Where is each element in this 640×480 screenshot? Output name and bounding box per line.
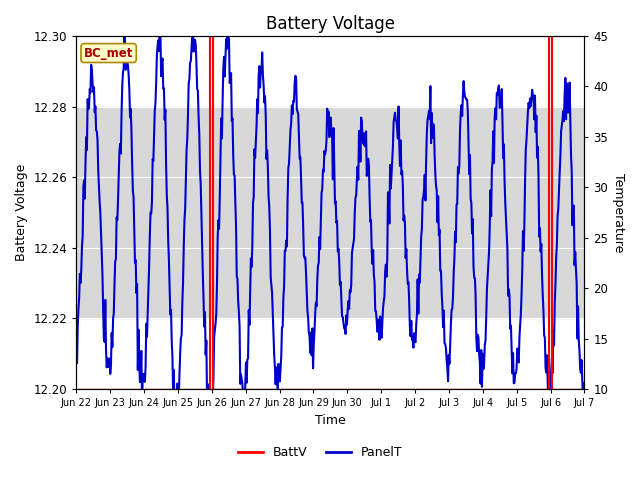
Text: BC_met: BC_met xyxy=(84,47,133,60)
X-axis label: Time: Time xyxy=(315,414,346,427)
Legend: BattV, PanelT: BattV, PanelT xyxy=(232,441,408,464)
Title: Battery Voltage: Battery Voltage xyxy=(266,15,395,33)
Bar xyxy=(76,107,584,318)
Y-axis label: Battery Voltage: Battery Voltage xyxy=(15,164,28,261)
Y-axis label: Temperature: Temperature xyxy=(612,173,625,252)
